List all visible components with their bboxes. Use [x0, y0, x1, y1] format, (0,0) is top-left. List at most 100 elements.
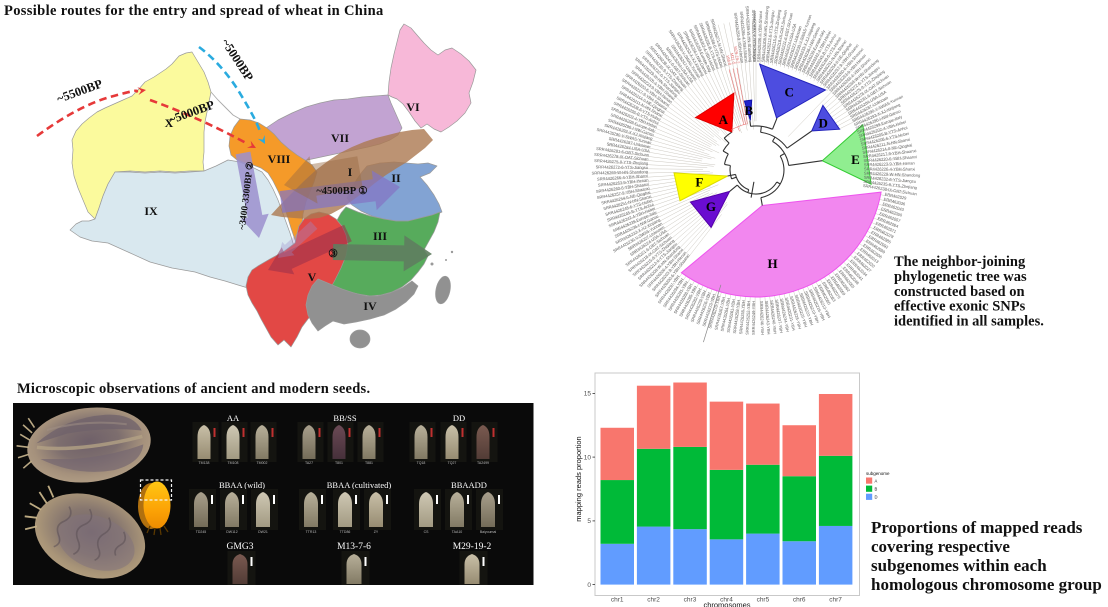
svg-text:T801: T801	[335, 461, 343, 465]
svg-text:C: C	[785, 84, 794, 99]
svg-text:chr1: chr1	[611, 597, 624, 604]
svg-text:SRR4426286-4-YBH-Shanxi: SRR4426286-4-YBH-Shanxi	[739, 11, 749, 63]
svg-text:SRR4426206-4-YBH-Shanxi: SRR4426206-4-YBH-Shanxi	[756, 11, 763, 63]
svg-text:SRR4426289-W-HN-Shandong: SRR4426289-W-HN-Shandong	[745, 6, 754, 63]
svg-text:M29-19-2: M29-19-2	[733, 46, 741, 65]
svg-text:D: D	[819, 116, 828, 131]
svg-text:~4500BP ①: ~4500BP ①	[316, 185, 368, 197]
svg-text:SRR4426249-YBH: SRR4426249-YBH	[751, 301, 756, 335]
svg-text:VII: VII	[331, 131, 349, 145]
svg-text:chr5: chr5	[757, 597, 770, 604]
svg-text:ERR462043: ERR462043	[882, 201, 905, 212]
svg-text:A: A	[719, 112, 729, 127]
svg-text:III: III	[373, 229, 387, 243]
svg-text:VIII: VIII	[268, 152, 291, 166]
svg-text:homologous chromosome group: homologous chromosome group	[871, 575, 1102, 594]
svg-text:chr6: chr6	[793, 597, 806, 604]
svg-text:15: 15	[584, 391, 592, 398]
svg-text:V: V	[308, 270, 317, 284]
svg-text:SRR4426255-YBH: SRR4426255-YBH	[738, 300, 746, 334]
svg-text:chr3: chr3	[684, 597, 697, 604]
svg-text:SRR4426261-YBH: SRR4426261-YBH	[726, 299, 736, 333]
svg-text:SRR4426269-W-HN-Shandong: SRR4426269-W-HN-Shandong	[592, 169, 649, 176]
svg-text:SRR4426234-YBH: SRR4426234-YBH	[779, 298, 790, 332]
svg-text:AA: AA	[227, 413, 240, 423]
svg-text:SRR4426203-9-YBH-Henan: SRR4426203-9-YBH-Henan	[752, 11, 757, 62]
svg-text:M13-7-6: M13-7-6	[337, 542, 371, 552]
svg-text:③: ③	[328, 248, 338, 260]
svg-text:SRR4426240-YBH: SRR4426240-YBH	[769, 300, 778, 334]
svg-text:chromosomes: chromosomes	[703, 601, 750, 607]
svg-text:covering respective: covering respective	[871, 537, 1010, 556]
svg-text:phylogenetic tree was: phylogenetic tree was	[894, 269, 1027, 285]
svg-text:SRR4426223-9-YBH-Henan: SRR4426223-9-YBH-Henan	[864, 160, 915, 167]
svg-text:Microscopic observations of an: Microscopic observations of ancient and …	[17, 381, 370, 397]
svg-text:DW112: DW112	[226, 530, 237, 534]
svg-text:IV: IV	[363, 299, 377, 313]
svg-text:E: E	[851, 152, 860, 167]
svg-text:SRR4426266-4-YBH-Shanxi: SRR4426266-4-YBH-Shanxi	[597, 173, 649, 181]
svg-text:SRR4426229-W-HN-Shandong: SRR4426229-W-HN-Shandong	[864, 171, 921, 178]
svg-text:SRR4426209-W-HN-Shandong: SRR4426209-W-HN-Shandong	[760, 6, 769, 63]
svg-text:TTR13: TTR13	[306, 530, 317, 534]
svg-text:BBAADD: BBAADD	[451, 480, 487, 490]
svg-text:ERR462029: ERR462029	[884, 191, 907, 200]
svg-text:chr7: chr7	[829, 597, 842, 604]
svg-text:I: I	[348, 165, 353, 179]
svg-text:ZY: ZY	[374, 530, 379, 534]
svg-text:B: B	[744, 103, 753, 118]
svg-text:SRR4426258-YBH: SRR4426258-YBH	[732, 299, 741, 333]
svg-text:Proportions of mapped reads: Proportions of mapped reads	[871, 518, 1083, 537]
svg-text:T881: T881	[365, 461, 373, 465]
svg-text:5: 5	[587, 518, 591, 525]
svg-text:B: B	[875, 487, 878, 492]
svg-text:SRR4426264-YBH: SRR4426264-YBH	[719, 298, 731, 332]
svg-text:D: D	[875, 495, 878, 500]
svg-text:SRR4426275-9-YTS-Zhejiang: SRR4426275-9-YTS-Zhejiang	[594, 158, 648, 166]
svg-text:Possible routes for the entry: Possible routes for the entry and spread…	[4, 3, 384, 19]
svg-text:II: II	[391, 171, 401, 185]
svg-text:SRR4426281-6-GBT-Sichuan: SRR4426281-6-GBT-Sichuan	[596, 146, 650, 158]
svg-text:Baiyoumai: Baiyoumai	[480, 530, 497, 534]
svg-text:SRR4426252-YBH: SRR4426252-YBH	[745, 301, 752, 335]
svg-text:chr4: chr4	[720, 597, 733, 604]
svg-text:SRR4426246-YBH: SRR4426246-YBH	[759, 301, 765, 335]
svg-text:SRR4426272-6-YTS-Jiangsu: SRR4426272-6-YTS-Jiangsu	[596, 164, 648, 170]
svg-text:ERR462050: ERR462050	[880, 206, 903, 218]
svg-text:X: X	[165, 116, 174, 130]
svg-text:F: F	[695, 175, 703, 190]
svg-text:A: A	[875, 479, 878, 484]
svg-text:effective exonic SNPs: effective exonic SNPs	[894, 299, 1026, 315]
svg-text:SRR4426226-4-YBH-Shanxi: SRR4426226-4-YBH-Shanxi	[864, 166, 915, 171]
svg-text:TM108: TM108	[228, 461, 239, 465]
svg-text:SRR4426232-6-YTS-Jiangsu: SRR4426232-6-YTS-Jiangsu	[864, 175, 917, 184]
svg-text:SRR4426292-6-YTS-Jiangsu: SRR4426292-6-YTS-Jiangsu	[751, 9, 757, 62]
svg-text:SRR4426243-YBH: SRR4426243-YBH	[764, 300, 771, 334]
svg-text:TTD86: TTD86	[340, 530, 351, 534]
svg-text:BBAA (wild): BBAA (wild)	[219, 480, 265, 490]
svg-text:identified in all samples.: identified in all samples.	[894, 314, 1044, 330]
svg-text:G: G	[706, 199, 716, 214]
svg-text:M29-19-2: M29-19-2	[453, 542, 492, 552]
svg-text:SRR4426217-9-YBH-Shaanxi: SRR4426217-9-YBH-Shaanxi	[863, 148, 917, 159]
svg-text:DD: DD	[453, 413, 465, 423]
svg-text:VI: VI	[406, 100, 420, 114]
svg-text:M21-5: M21-5	[729, 52, 737, 65]
svg-text:SRR4426212-6-YTS-Jiangsu: SRR4426212-6-YTS-Jiangsu	[764, 10, 775, 63]
svg-text:SRR4426263-9-YBH-Henan: SRR4426263-9-YBH-Henan	[598, 177, 649, 187]
svg-text:SRR4426278-IX-OAT-Sichuan: SRR4426278-IX-OAT-Sichuan	[594, 152, 649, 162]
svg-text:chr2: chr2	[647, 597, 660, 604]
svg-text:SRR4426220-6-YBH-Shaanxi: SRR4426220-6-YBH-Shaanxi	[863, 154, 917, 163]
svg-text:TQ18: TQ18	[417, 461, 426, 465]
svg-text:TA2499: TA2499	[477, 461, 489, 465]
svg-text:The neighbor-joining: The neighbor-joining	[894, 254, 1026, 270]
svg-text:CS: CS	[424, 530, 430, 534]
svg-text:subgenomes within each: subgenomes within each	[871, 556, 1047, 575]
svg-text:TAA10: TAA10	[452, 530, 462, 534]
svg-text:TD245: TD245	[196, 530, 207, 534]
svg-text:mapping reads proportion: mapping reads proportion	[574, 436, 583, 521]
svg-text:BBAA (cultivated): BBAA (cultivated)	[327, 480, 392, 490]
svg-text:TM002: TM002	[257, 461, 268, 465]
svg-text:SRR4426235-9-YTS-Zhejiang: SRR4426235-9-YTS-Zhejiang	[863, 179, 917, 190]
svg-text:IX: IX	[144, 204, 158, 218]
